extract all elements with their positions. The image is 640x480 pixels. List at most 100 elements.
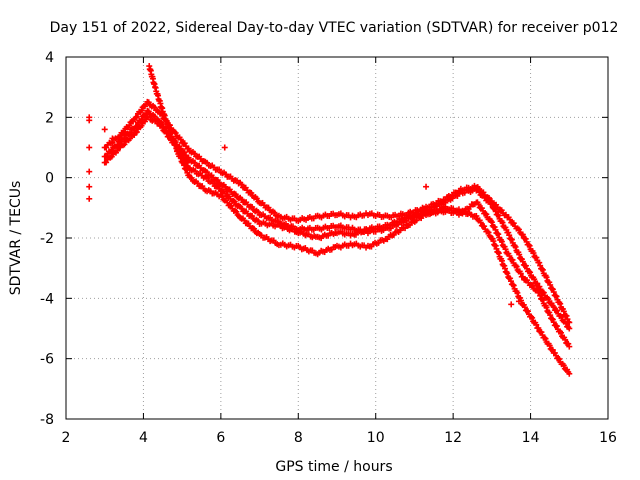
data-point <box>553 323 560 330</box>
data-point <box>556 356 563 363</box>
data-point <box>542 335 549 342</box>
data-point <box>492 208 499 215</box>
data-point <box>133 123 140 130</box>
data-point <box>159 121 166 128</box>
x-tick-label: 2 <box>62 430 71 446</box>
grid <box>66 57 608 419</box>
y-tick-label: -2 <box>40 231 54 247</box>
data-point <box>86 183 93 190</box>
y-tick-label: -6 <box>40 352 54 368</box>
data-point <box>475 201 482 208</box>
x-tick-label: 10 <box>367 430 385 446</box>
data-point <box>540 289 547 296</box>
data-point <box>488 201 495 208</box>
data-point <box>502 246 509 253</box>
data-point <box>402 225 409 232</box>
data-point <box>121 141 128 148</box>
data-point <box>538 329 545 336</box>
y-axis-label: SDTVAR / TECUs <box>8 181 24 296</box>
data-point <box>108 153 115 160</box>
axis-ticks: 2 4 6 8 10 12 14 16 -8 -6 -4 -2 0 2 4 <box>40 50 617 446</box>
data-point <box>253 195 260 202</box>
data-point <box>543 274 550 281</box>
data-point <box>543 304 550 311</box>
data-point <box>560 362 567 369</box>
data-point <box>563 312 570 319</box>
data-point <box>221 144 228 151</box>
data-point <box>554 307 561 314</box>
data-point <box>177 136 184 143</box>
data-point <box>231 198 238 205</box>
data-point <box>109 135 116 142</box>
data-point <box>181 162 188 169</box>
x-tick-label: 4 <box>139 430 148 446</box>
data-point <box>498 238 505 245</box>
data-point <box>121 135 128 142</box>
data-point <box>108 147 115 154</box>
data-point <box>539 297 546 304</box>
data-point <box>558 329 565 336</box>
data-point <box>538 265 545 272</box>
y-tick-label: 4 <box>45 50 54 66</box>
data-point <box>550 319 557 326</box>
data-point <box>519 231 526 238</box>
data-point <box>562 320 569 327</box>
data-point <box>423 183 430 190</box>
data-point <box>219 193 226 200</box>
data-point <box>535 325 542 332</box>
data-point <box>557 300 564 307</box>
data-point <box>521 304 528 311</box>
data-point <box>527 269 534 276</box>
x-tick-label: 16 <box>599 430 617 446</box>
data-point <box>553 293 560 300</box>
data-point <box>536 259 543 266</box>
data-point <box>534 280 541 287</box>
data-point <box>538 296 545 303</box>
data-point <box>509 256 516 263</box>
data-point <box>251 225 258 232</box>
data-point <box>138 116 145 123</box>
data-point <box>539 266 546 273</box>
data-point <box>517 270 524 277</box>
data-point <box>86 195 93 202</box>
data-point <box>508 301 515 308</box>
data-point <box>127 135 134 142</box>
x-tick-label: 6 <box>216 430 225 446</box>
data-point <box>233 208 240 215</box>
data-point <box>550 304 557 311</box>
data-point <box>547 281 554 288</box>
data-point <box>526 242 533 249</box>
data-point <box>508 236 515 243</box>
data-point <box>507 278 514 285</box>
data-point <box>485 229 492 236</box>
data-point <box>126 122 133 129</box>
data-point <box>248 189 255 196</box>
data-point <box>549 346 556 353</box>
chart-title: Day 151 of 2022, Sidereal Day-to-day VTE… <box>50 20 619 36</box>
data-point <box>533 254 540 261</box>
data-point <box>531 276 538 283</box>
x-axis-label: GPS time / hours <box>275 459 392 475</box>
data-point <box>541 334 548 341</box>
series-isolated-points <box>86 114 522 308</box>
data-point <box>562 336 569 343</box>
data-point <box>86 168 93 175</box>
data-point <box>546 342 553 349</box>
y-tick-label: 2 <box>45 110 54 126</box>
data-point <box>525 241 532 248</box>
y-tick-label: -8 <box>40 412 54 428</box>
data-point <box>566 343 573 350</box>
data-point <box>529 282 536 289</box>
data-point <box>529 314 536 321</box>
data-point <box>530 250 537 257</box>
data-point <box>537 262 544 269</box>
series-track-4 <box>146 63 573 377</box>
data-point <box>566 325 573 332</box>
data-point <box>121 128 128 135</box>
data-point <box>512 243 519 250</box>
data-point <box>483 211 490 218</box>
data-point <box>183 166 190 173</box>
data-point <box>133 129 140 136</box>
data-point <box>495 231 502 238</box>
